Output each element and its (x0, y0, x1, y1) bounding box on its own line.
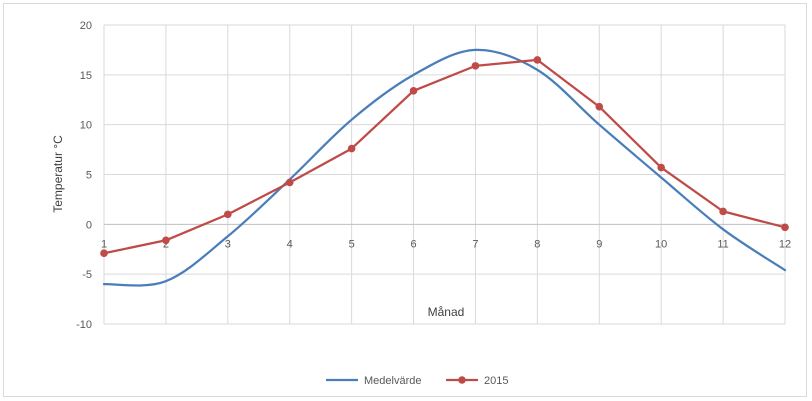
legend-label-medelv-rde: Medelvärde (364, 375, 421, 387)
x-tick-label: 1 (101, 238, 107, 250)
y-tick-label: -10 (76, 319, 92, 331)
series-line-medelv-rde (102, 48, 787, 287)
x-tick-label: 4 (287, 238, 293, 250)
x-tick-label: 10 (655, 238, 667, 250)
x-tick-label: 11 (717, 238, 728, 250)
data-point-2015 (224, 210, 232, 219)
y-tick-label: 15 (80, 70, 92, 82)
data-point-2015 (162, 236, 170, 245)
data-point-2015 (719, 207, 727, 216)
x-tick-label: 9 (596, 238, 602, 250)
data-point-2015 (533, 56, 542, 64)
x-axis-title: Månad (428, 305, 465, 319)
data-point-2015 (100, 249, 108, 258)
gridlines (103, 24, 786, 325)
series-line-2015 (102, 58, 787, 255)
legend: Medelvärde 2015 (326, 375, 508, 387)
data-point-2015 (409, 86, 418, 95)
data-point-2015 (657, 163, 665, 172)
x-tick-label: 12 (779, 238, 791, 250)
y-axis-title: Temperatur °C (51, 135, 65, 213)
x-tick-label: 7 (472, 238, 478, 250)
y-tick-label: 5 (86, 170, 92, 182)
data-point-2015 (781, 223, 789, 232)
x-axis-ticks: 1 2 3 4 5 6 7 8 9 10 11 12 (101, 238, 791, 250)
y-tick-label: 0 (86, 219, 92, 231)
y-tick-label: -5 (82, 269, 92, 281)
data-point-2015 (595, 102, 604, 111)
y-tick-label: 20 (80, 20, 92, 32)
y-axis-ticks: -10 -5 0 5 10 15 20 (76, 20, 92, 331)
data-point-2015 (347, 144, 356, 153)
x-tick-label: 6 (410, 238, 416, 250)
series-group (100, 48, 789, 287)
legend-marker-2015 (458, 376, 466, 384)
data-point-2015 (285, 178, 294, 187)
legend-label-2015: 2015 (484, 375, 508, 387)
x-tick-label: 3 (225, 238, 231, 250)
x-tick-label: 2 (163, 238, 169, 250)
data-point-2015 (471, 62, 480, 70)
x-tick-label: 5 (349, 238, 355, 250)
chart-frame (3, 3, 807, 397)
x-tick-label: 8 (534, 238, 540, 250)
y-tick-label: 10 (80, 120, 92, 132)
